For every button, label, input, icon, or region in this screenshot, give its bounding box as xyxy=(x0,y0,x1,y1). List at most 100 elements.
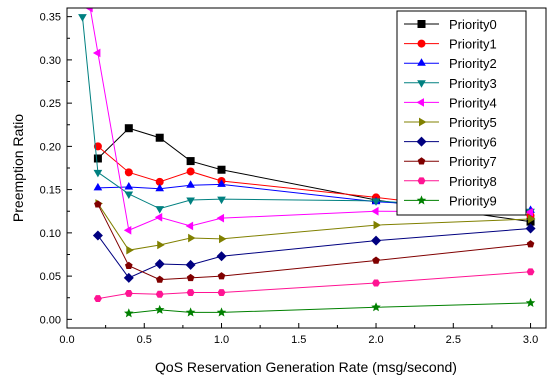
legend-entry-priority8: Priority8 xyxy=(404,174,497,189)
data-point-priority1 xyxy=(124,168,133,177)
x-tick-label: 0.0 xyxy=(59,334,74,346)
legend-entry-priority4: Priority4 xyxy=(404,95,497,110)
data-point-priority6 xyxy=(216,251,227,262)
data-point-priority3 xyxy=(217,196,226,205)
data-point-priority5 xyxy=(157,240,165,250)
data-point-priority7 xyxy=(155,275,164,283)
data-point-priority4 xyxy=(185,221,194,231)
legend-label: Priority3 xyxy=(449,76,497,91)
series-layer xyxy=(78,8,536,318)
data-point-priority1 xyxy=(186,167,195,176)
legend-entry-priority9: Priority9 xyxy=(404,193,497,208)
x-tick-label: 2.5 xyxy=(446,334,461,346)
x-tick-label: 3.0 xyxy=(523,334,538,346)
series-line-priority9 xyxy=(128,302,531,314)
legend-entry-priority7: Priority7 xyxy=(404,154,497,169)
data-point-priority3 xyxy=(93,169,103,178)
data-point-priority9 xyxy=(371,302,381,312)
data-point-priority8 xyxy=(155,290,164,298)
series-priority8 xyxy=(93,268,535,303)
data-point-priority9 xyxy=(154,304,165,314)
legend-label: Priority4 xyxy=(449,95,497,110)
series-line-priority3 xyxy=(81,16,531,212)
legend-label: Priority9 xyxy=(449,193,497,208)
data-point-priority7 xyxy=(186,273,195,282)
legend-label: Priority6 xyxy=(449,135,497,150)
data-point-priority8 xyxy=(217,289,226,296)
data-point-priority9 xyxy=(216,307,227,317)
data-point-priority9 xyxy=(124,308,134,318)
y-tick-label: 0.05 xyxy=(40,271,61,283)
series-priority7 xyxy=(94,200,535,283)
legend-marker xyxy=(417,177,426,185)
data-point-priority3 xyxy=(78,14,87,22)
x-axis: 0.0 0.5 1.0 1.5 2.0 2.5 3.0 xyxy=(59,323,538,346)
legend-marker xyxy=(416,98,424,107)
y-axis: 0.00 0.05 0.10 0.15 0.20 0.25 0.30 0.35 xyxy=(40,12,72,326)
data-point-priority8 xyxy=(372,279,381,287)
data-point-priority2 xyxy=(124,182,134,190)
legend-entry-priority0: Priority0 xyxy=(404,17,497,32)
data-point-priority7 xyxy=(94,200,102,208)
legend-entry-priority5: Priority5 xyxy=(404,115,497,130)
legend-marker xyxy=(417,39,426,48)
legend-marker xyxy=(416,136,427,147)
data-point-priority8 xyxy=(526,268,535,276)
data-point-priority4 xyxy=(85,8,93,13)
data-point-priority3 xyxy=(371,198,381,206)
data-point-priority8 xyxy=(124,289,133,297)
data-point-priority9 xyxy=(185,307,196,317)
legend-entry-priority1: Priority1 xyxy=(404,37,497,52)
legend-marker xyxy=(417,80,426,88)
data-point-priority2 xyxy=(155,183,165,192)
data-point-priority6 xyxy=(371,235,382,246)
data-point-priority8 xyxy=(186,289,195,296)
x-axis-title: QoS Reservation Generation Rate (msg/sec… xyxy=(155,359,457,375)
data-point-priority7 xyxy=(372,256,380,264)
series-line-priority4 xyxy=(89,8,531,231)
series-priority4 xyxy=(85,8,534,235)
legend-marker xyxy=(417,20,426,28)
legend-label: Priority1 xyxy=(449,37,497,52)
y-tick-label: 0.20 xyxy=(40,141,61,153)
legend-label: Priority2 xyxy=(449,56,497,71)
legend-label: Priority0 xyxy=(449,17,497,32)
data-point-priority2 xyxy=(93,182,103,191)
x-tick-label: 2.0 xyxy=(368,334,383,346)
data-point-priority9 xyxy=(525,297,536,307)
data-point-priority4 xyxy=(92,48,101,58)
data-point-priority4 xyxy=(123,225,132,235)
series-priority9 xyxy=(124,297,536,318)
data-point-priority7 xyxy=(217,272,226,280)
data-point-priority3 xyxy=(155,206,165,214)
data-point-priority7 xyxy=(526,240,535,248)
data-point-priority0 xyxy=(217,165,226,174)
x-tick-label: 0.5 xyxy=(137,334,152,346)
legend-marker xyxy=(419,117,427,127)
data-point-priority5 xyxy=(219,234,227,244)
y-tick-label: 0.15 xyxy=(40,185,61,197)
data-point-priority4 xyxy=(154,212,163,222)
legend-marker xyxy=(417,157,426,165)
data-point-priority7 xyxy=(125,261,133,269)
legend-entry-priority3: Priority3 xyxy=(404,76,497,91)
data-point-priority6 xyxy=(185,259,196,270)
data-point-priority0 xyxy=(124,124,133,133)
data-point-priority6 xyxy=(154,259,165,269)
data-point-priority0 xyxy=(93,154,102,163)
y-tick-label: 0.25 xyxy=(40,98,61,110)
data-point-priority3 xyxy=(124,191,134,199)
data-point-priority0 xyxy=(186,157,195,166)
data-point-priority6 xyxy=(525,223,536,234)
legend-marker xyxy=(416,195,427,205)
legend-entry-priority2: Priority2 xyxy=(404,56,497,71)
data-point-priority5 xyxy=(528,214,536,224)
y-tick-label: 0.30 xyxy=(40,55,61,67)
x-tick-label: 1.0 xyxy=(214,334,229,346)
data-point-priority2 xyxy=(217,179,226,187)
legend-entry-priority6: Priority6 xyxy=(404,135,497,150)
data-point-priority5 xyxy=(373,220,382,230)
legend-marker xyxy=(417,58,426,66)
data-point-priority5 xyxy=(126,245,134,255)
data-point-priority4 xyxy=(371,206,379,216)
